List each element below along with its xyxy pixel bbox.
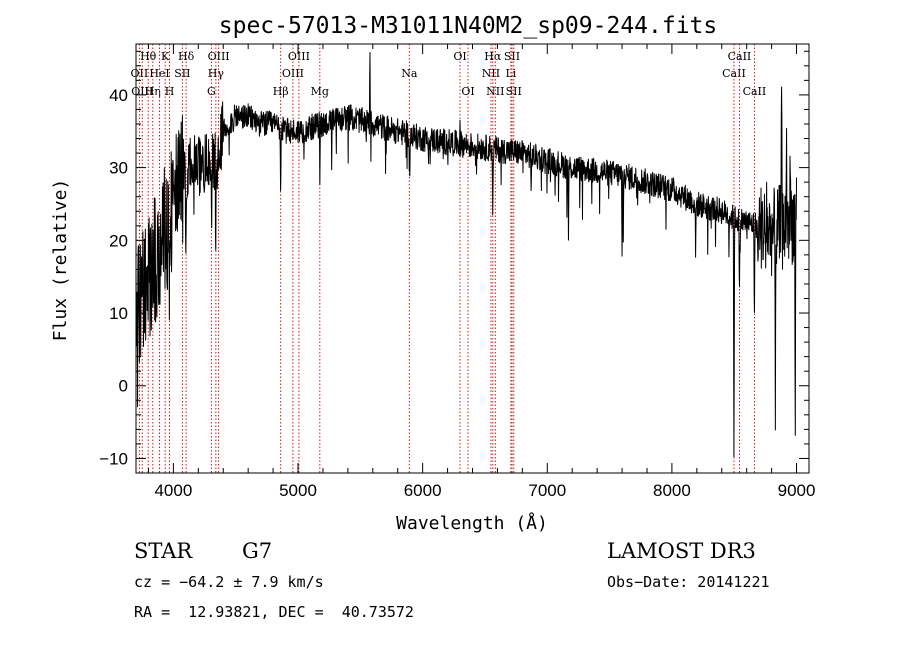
line-marker-label: Hβ <box>273 85 289 98</box>
spectrum-line <box>135 52 798 458</box>
object-subclass: G7 <box>242 539 273 563</box>
x-tick-label: 5000 <box>279 481 317 500</box>
line-marker-label: Hθ <box>140 50 157 63</box>
y-tick-label: 30 <box>109 159 128 178</box>
line-marker-label: OIII <box>208 50 230 63</box>
line-marker-label: H <box>165 85 175 98</box>
x-tick-label: 7000 <box>528 481 566 500</box>
line-marker-label: HeI <box>149 67 169 80</box>
line-marker-label: SII <box>504 50 520 63</box>
line-marker-label: SII <box>506 85 522 98</box>
coordinates: RA = 12.93821, DEC = 40.73572 <box>134 603 414 621</box>
x-tick-label: 8000 <box>653 481 691 500</box>
line-marker-label: G <box>207 85 216 98</box>
line-marker-label: Hγ <box>208 67 225 80</box>
line-marker-label: CaII <box>722 67 746 80</box>
line-marker-label: Hη <box>145 85 161 98</box>
plot-frame <box>135 43 810 474</box>
line-marker-label: SII <box>174 67 190 80</box>
line-marker-label: Hα <box>484 50 502 63</box>
line-markers: OIIOIIIHθHηHeIKHSIIHδGHγOIIIHβOIIIOIIIMg… <box>131 44 767 473</box>
y-axis-label: Flux (relative) <box>50 179 71 342</box>
obs-date: Obs−Date: 20141221 <box>607 573 770 591</box>
y-tick-label: −10 <box>99 449 128 468</box>
y-tick-label: 20 <box>109 231 128 250</box>
line-marker-label: OI <box>461 85 474 98</box>
chart-title: spec-57013-M31011N40M2_sp09-244.fits <box>219 13 718 39</box>
redshift-cz: cz = −64.2 ± 7.9 km/s <box>134 573 324 591</box>
line-marker-label: OI <box>453 50 466 63</box>
line-marker-label: Na <box>401 67 418 80</box>
line-marker-label: CaII <box>728 50 752 63</box>
line-marker-label: NII <box>482 67 500 80</box>
object-class: STAR <box>134 539 193 563</box>
x-tick-label: 4000 <box>154 481 192 500</box>
line-marker-label: OIII <box>282 67 304 80</box>
y-tick-label: 0 <box>119 377 128 396</box>
line-marker-label: OIII <box>288 50 310 63</box>
x-axis-label: Wavelength (Å) <box>396 512 548 534</box>
line-marker-label: OII <box>131 67 149 80</box>
line-marker-label: Hδ <box>178 50 195 63</box>
axes <box>135 43 810 474</box>
line-marker-label: NII <box>486 85 504 98</box>
line-marker-label: Mg <box>311 85 329 98</box>
x-tick-label: 9000 <box>778 481 816 500</box>
survey-name: LAMOST DR3 <box>607 539 756 563</box>
line-marker-label: CaII <box>743 85 767 98</box>
line-marker-label: K <box>161 50 170 63</box>
ticks: 4000 5000 6000 7000 8000 9000 −10 0 10 20 30 40 <box>99 44 815 500</box>
x-tick-label: 6000 <box>404 481 442 500</box>
line-marker-label: Li <box>505 67 516 80</box>
spectrum-layer <box>135 52 798 458</box>
y-tick-label: 10 <box>109 304 128 323</box>
y-tick-label: 40 <box>109 86 128 105</box>
